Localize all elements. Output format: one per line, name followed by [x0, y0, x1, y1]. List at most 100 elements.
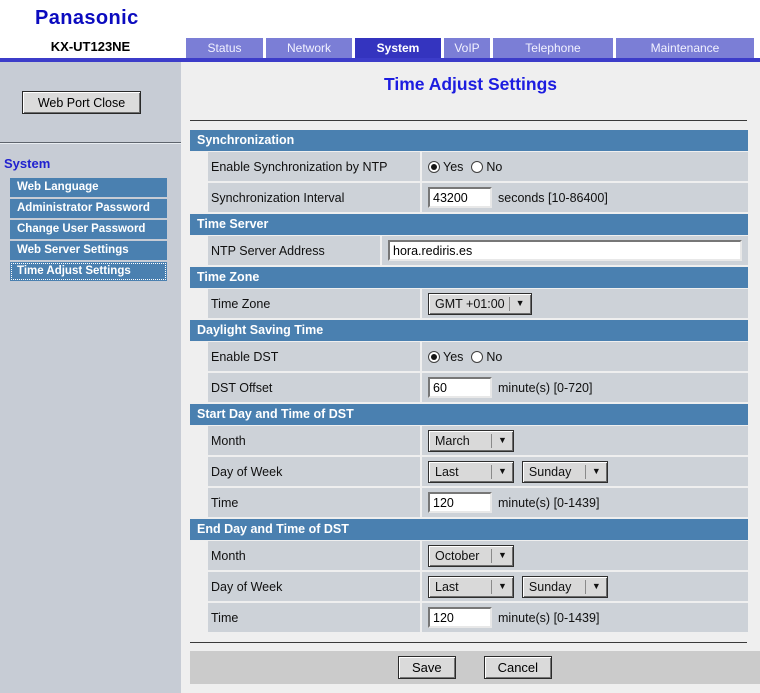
select-separator	[508, 296, 510, 311]
unit-label: minute(s) [0-1439]	[498, 610, 600, 625]
input-time[interactable]	[428, 492, 492, 513]
sidebar-item-web-language[interactable]: Web Language	[10, 178, 167, 197]
settings-row-ntp-server-address: NTP Server Address	[190, 236, 748, 265]
tab-status[interactable]: Status	[186, 38, 263, 58]
select-value: Sunday	[528, 579, 572, 594]
select-separator	[584, 464, 586, 479]
section-header-end-day-and-time-of-dst: End Day and Time of DST	[190, 519, 748, 540]
settings-row-time-zone: Time Zone GMT +01:00 ▼	[190, 289, 748, 318]
radio-no[interactable]	[471, 350, 484, 363]
row-spacer	[190, 488, 208, 517]
chevron-down-icon: ▼	[515, 298, 525, 308]
row-value: seconds [10-86400]	[422, 183, 748, 212]
section-header-time-server: Time Server	[190, 214, 748, 235]
chevron-down-icon: ▼	[498, 466, 507, 476]
select-value: October	[435, 548, 480, 563]
select-separator	[491, 464, 492, 479]
row-spacer	[190, 152, 208, 181]
sidebar-item-time-adjust-settings[interactable]: Time Adjust Settings	[10, 262, 167, 281]
select-value: March	[435, 433, 470, 448]
row-label: Time	[208, 488, 420, 517]
radio-yes[interactable]	[428, 350, 440, 363]
tab-network[interactable]: Network	[266, 38, 352, 58]
select-day-of-week-last[interactable]: Last ▼	[428, 575, 514, 598]
top-header: Panasonic	[0, 0, 760, 38]
row-label: Time	[208, 603, 420, 632]
bottom-rule	[190, 642, 747, 643]
input-synchronization-interval[interactable]	[428, 187, 492, 208]
row-spacer	[190, 289, 208, 318]
chevron-down-icon: ▼	[498, 581, 507, 591]
row-value: March ▼	[422, 426, 748, 455]
settings-table: Synchronization Enable Synchronization by…	[190, 130, 748, 632]
header-underline	[0, 58, 760, 62]
section-header-daylight-saving-time: Daylight Saving Time	[190, 320, 748, 341]
sidebar-item-web-server-settings[interactable]: Web Server Settings	[10, 241, 167, 260]
row-spacer	[190, 342, 208, 371]
select-time-zone-gmt-01-00[interactable]: GMT +01:00 ▼	[428, 292, 532, 315]
select-value: Last	[435, 579, 459, 594]
settings-row-dst-offset: DST Offset minute(s) [0-720]	[190, 373, 748, 402]
row-spacer	[190, 183, 208, 212]
settings-row-month: Month October ▼	[190, 541, 748, 570]
tab-system[interactable]: System	[355, 38, 441, 58]
top-rule	[190, 120, 747, 121]
sidebar-menu: Web Language Administrator Password Change…	[0, 178, 181, 281]
tab-bar: Status Network System VoIP Telephone Maintena…	[181, 38, 760, 58]
select-value: Sunday	[528, 464, 572, 479]
unit-label: minute(s) [0-720]	[498, 380, 593, 395]
row-value: minute(s) [0-720]	[422, 373, 748, 402]
row-label: Time Zone	[208, 289, 420, 318]
select-value: GMT +01:00	[435, 296, 505, 311]
settings-row-time: Time minute(s) [0-1439]	[190, 488, 748, 517]
sidebar-item-change-user-password[interactable]: Change User Password	[10, 220, 167, 239]
select-day-of-week-sunday[interactable]: Sunday ▼	[521, 460, 608, 483]
row-label: NTP Server Address	[208, 236, 380, 265]
input-dst-offset[interactable]	[428, 377, 492, 398]
cancel-button[interactable]: Cancel	[483, 656, 553, 679]
select-day-of-week-sunday[interactable]: Sunday ▼	[521, 575, 608, 598]
row-value	[382, 236, 748, 265]
unit-label: seconds [10-86400]	[498, 190, 608, 205]
main-content: Time Adjust Settings Synchronization Enab…	[181, 62, 760, 693]
select-separator	[491, 579, 492, 594]
sidebar-item-administrator-password[interactable]: Administrator Password	[10, 199, 167, 218]
sidebar-divider	[0, 142, 181, 144]
model-name: KX-UT123NE	[50, 39, 131, 54]
chevron-down-icon: ▼	[591, 466, 601, 476]
tab-maintenance[interactable]: Maintenance	[616, 38, 754, 58]
save-button[interactable]: Save	[397, 656, 456, 679]
input-ntp-server-address[interactable]	[388, 240, 742, 261]
row-label: Day of Week	[208, 572, 420, 601]
row-label: Enable DST	[208, 342, 420, 371]
radio-label: Yes	[443, 349, 464, 364]
row-spacer	[190, 603, 208, 632]
row-value: October ▼	[422, 541, 748, 570]
select-separator	[491, 433, 492, 448]
select-day-of-week-last[interactable]: Last ▼	[428, 460, 514, 483]
radio-label: No	[486, 349, 503, 364]
select-month-october[interactable]: October ▼	[428, 544, 514, 567]
row-label: Day of Week	[208, 457, 420, 486]
input-time[interactable]	[428, 607, 492, 628]
row-spacer	[190, 457, 208, 486]
radio-no[interactable]	[471, 160, 484, 173]
section-header-start-day-and-time-of-dst: Start Day and Time of DST	[190, 404, 748, 425]
sidebar-heading: System	[4, 156, 51, 171]
row-label: Month	[208, 426, 420, 455]
select-month-march[interactable]: March ▼	[428, 429, 514, 452]
row-value: Yes No	[422, 152, 748, 181]
web-port-close-button[interactable]: Web Port Close	[22, 91, 141, 114]
row-value: Yes No	[422, 342, 748, 371]
chevron-down-icon: ▼	[591, 581, 601, 591]
radio-yes[interactable]	[428, 160, 440, 173]
row-label: Synchronization Interval	[208, 183, 420, 212]
tab-voip[interactable]: VoIP	[444, 38, 490, 58]
select-value: Last	[435, 464, 459, 479]
settings-row-synchronization-interval: Synchronization Interval seconds [10-8640…	[190, 183, 748, 212]
row-spacer	[190, 572, 208, 601]
settings-row-day-of-week: Day of Week Last ▼ Sunday ▼	[190, 572, 748, 601]
nav-row: KX-UT123NE Status Network System VoIP Teleph…	[0, 38, 760, 58]
tab-telephone[interactable]: Telephone	[493, 38, 613, 58]
